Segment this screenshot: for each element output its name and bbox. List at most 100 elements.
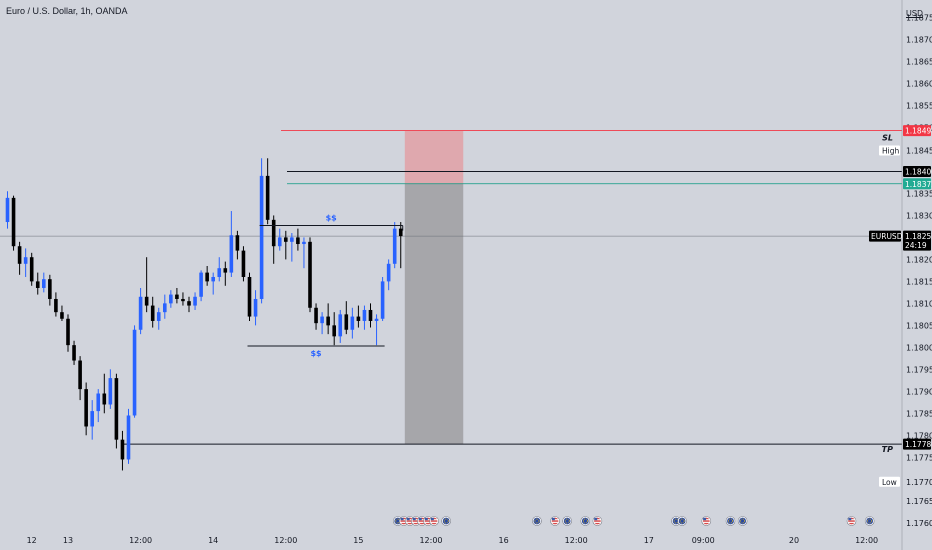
price-axis-label: 1.18550 [906,102,932,111]
flag-stripe [424,519,432,521]
time-axis-label: 12:00 [855,536,878,545]
flag-stars [728,518,734,524]
candle [114,373,119,449]
candle-body [386,263,391,282]
candle [181,292,185,306]
entry-price-tag: 1.18372 [905,180,932,189]
candle-body [368,309,373,321]
candle [356,305,361,328]
candle-body [17,246,22,264]
candle-body [108,378,113,405]
price-axis-label: 1.17800 [906,431,932,440]
us-event-icon[interactable] [429,516,439,526]
sl-price-tag: 1.18493 [905,127,932,136]
candle-body [35,281,40,288]
liquidity-label: $$ [326,214,338,223]
candle-body [23,257,28,264]
position-zones [404,130,464,445]
time-axis[interactable]: 12 13 12:00 14 12:00 15 12:00 16 12:00 17 09:00 20 1… [27,536,879,545]
us-event-icon[interactable] [550,516,560,526]
candle-body [132,329,137,416]
eu-event-icon[interactable] [737,516,748,526]
take-profit-zone [404,183,464,445]
candle [277,228,282,251]
us-event-icon[interactable] [701,516,712,526]
candle-body [374,318,379,321]
flag-stripe [702,521,710,523]
candle [72,340,76,365]
flag-stripe [848,521,855,523]
candle [78,356,82,401]
flag-stripe [702,519,710,521]
currency-label[interactable]: USD [906,9,923,18]
candle [193,292,197,310]
flag-stripe [551,519,559,521]
candle-body [344,314,349,330]
candle [368,303,373,328]
time-axis-label: 20 [789,536,799,545]
price-axis-label: 1.18050 [906,321,932,330]
eu-event-icon[interactable] [677,516,687,526]
price-axis-label: 1.17950 [906,365,932,374]
us-event-icon[interactable] [592,516,603,526]
flag-canton [400,517,404,521]
flag-stripe [594,519,601,521]
candle-body [199,272,203,297]
candle [314,303,318,330]
time-axis-label: 16 [499,536,509,545]
candle [42,272,46,293]
candle [253,290,258,326]
candle [350,307,355,339]
low-label: Low [882,478,897,487]
event-markers[interactable] [392,516,875,526]
candle [84,382,88,436]
eu-event-icon[interactable] [725,516,736,526]
flag-canton [703,517,707,521]
price-axis-label: 1.17900 [906,387,932,396]
candle [17,241,22,275]
key-level-price-tag: 1.18400 [905,167,932,176]
high-label-bg [879,145,900,156]
candle [102,373,107,414]
sl-label: SL [882,134,893,143]
flag-stripe [400,519,408,521]
flag-canton [424,517,428,521]
eu-event-icon[interactable] [580,516,591,526]
eu-event-icon[interactable] [864,516,875,526]
time-axis-label: 14 [208,536,218,545]
candle [302,237,306,269]
candle-body [150,305,155,321]
candle [199,270,203,302]
candle-body [120,439,125,460]
candle [326,303,330,335]
price-axis-label: 1.18750 [906,14,932,23]
eu-event-icon[interactable] [441,516,451,526]
flag-canton [418,517,422,521]
flag-canton [430,517,434,521]
candle [241,246,246,282]
eu-event-icon[interactable] [562,516,572,526]
price-axis-label: 1.18459 [906,147,932,156]
time-axis-label: 12:00 [419,536,442,545]
flag-stripe [430,519,438,521]
eu-event-icon[interactable] [532,516,542,526]
candle [392,222,397,269]
flag-stripe [400,521,408,523]
flag-stripe [418,519,426,521]
candle [132,325,137,418]
candle-body [362,309,367,321]
price-axis-label: 1.17600 [906,519,932,528]
flag-canton [412,517,416,521]
candle [338,309,343,343]
flag-stripe [418,521,426,523]
candle-body [205,272,209,282]
candle-body [338,314,343,337]
candle-body [114,378,119,440]
candle [126,408,131,464]
candle [259,158,264,304]
us-event-icon[interactable] [846,516,857,526]
candle [223,261,228,286]
time-axis-label: 13 [63,536,73,545]
